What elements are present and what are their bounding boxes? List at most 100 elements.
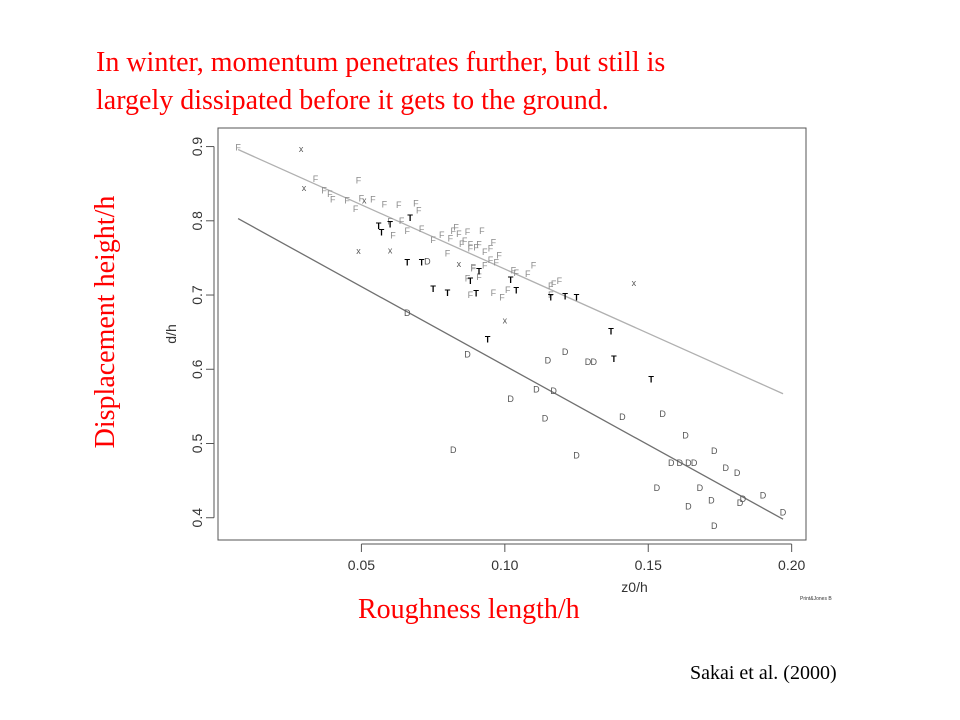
data-point-d: D <box>734 468 741 478</box>
data-point-d: D <box>507 394 514 404</box>
data-point-t: T <box>419 257 425 267</box>
y-tick-label: 0.7 <box>189 285 205 305</box>
data-point-d: D <box>760 490 767 500</box>
data-point-f: F <box>511 266 517 276</box>
data-point-f: F <box>531 260 537 270</box>
data-point-f: F <box>387 217 393 227</box>
fit-lines <box>237 148 784 520</box>
data-point-t: T <box>548 292 554 302</box>
data-point-f: F <box>430 235 436 245</box>
data-point-d: D <box>697 483 704 493</box>
data-point-f: F <box>488 243 494 253</box>
data-point-f: F <box>235 142 241 152</box>
data-point-f: F <box>416 205 422 215</box>
data-point-t: T <box>574 292 580 302</box>
axes: 0.05 0.10 0.15 0.20 0.4 0.5 0.6 0.7 0.8 0.9 z0/h d/… <box>163 137 805 595</box>
data-point-f: F <box>557 276 563 286</box>
y-tick-label: 0.9 <box>189 137 205 157</box>
headline-line-2: largely dissipated before it gets to the… <box>96 85 609 116</box>
data-point-t: T <box>473 289 479 299</box>
data-point-t: T <box>476 266 482 276</box>
data-point-d: D <box>542 413 549 423</box>
data-point-x: x <box>299 144 304 154</box>
data-point-f: F <box>405 226 411 236</box>
y-tick-label: 0.4 <box>189 508 205 528</box>
data-point-d: D <box>677 458 684 468</box>
data-point-f: F <box>468 243 474 253</box>
data-point-f: F <box>448 234 454 244</box>
data-point-f: F <box>445 248 451 258</box>
data-point-f: F <box>456 229 462 239</box>
data-point-f: F <box>473 243 479 253</box>
data-point-t: T <box>514 286 520 296</box>
data-point-f: F <box>465 227 471 237</box>
data-point-d: D <box>737 498 744 508</box>
slide-headline: In winter, momentum penetrates further, … <box>96 44 856 120</box>
data-point-f: F <box>548 281 554 291</box>
data-point-f: F <box>462 236 468 246</box>
data-point-f: F <box>396 200 402 210</box>
data-point-d: D <box>685 502 692 512</box>
figure-watermark: Print&Jones B <box>800 596 832 602</box>
data-point-d: D <box>685 458 692 468</box>
data-point-f: F <box>321 185 327 195</box>
data-point-d: D <box>404 308 411 318</box>
x-tick-label: 0.10 <box>491 557 518 573</box>
data-point-t: T <box>430 284 436 294</box>
data-point-d: D <box>682 430 689 440</box>
x-axis-title: z0/h <box>621 579 647 595</box>
data-point-f: F <box>479 226 485 236</box>
data-point-f: F <box>471 263 477 273</box>
data-point-t: T <box>387 220 393 230</box>
data-point-f: F <box>493 257 499 267</box>
data-point-x: x <box>362 196 367 206</box>
data-point-f: F <box>482 247 488 257</box>
data-point-f: F <box>505 285 511 295</box>
data-point-f: F <box>453 222 459 232</box>
data-point-d: D <box>780 508 787 518</box>
data-point-f: F <box>399 216 405 226</box>
data-point-x: x <box>503 315 508 325</box>
data-point-d: D <box>533 384 540 394</box>
data-point-f: F <box>413 199 419 209</box>
x-tick-label: 0.15 <box>635 557 662 573</box>
data-point-f: F <box>439 230 445 240</box>
data-point-f: F <box>359 194 365 204</box>
data-point-f: F <box>525 269 531 279</box>
data-point-x: x <box>457 259 462 269</box>
data-point-f: F <box>471 263 477 273</box>
data-point-t: T <box>648 375 654 385</box>
data-point-f: F <box>468 290 474 300</box>
data-point-d: D <box>691 458 698 468</box>
data-point-d: D <box>654 483 661 493</box>
data-point-f: F <box>327 189 333 199</box>
headline-line-1: In winter, momentum penetrates further, … <box>96 47 666 78</box>
data-point-x: x <box>302 183 307 193</box>
x-tick-label: 0.20 <box>778 557 805 573</box>
data-point-d: D <box>424 257 431 267</box>
data-point-f: F <box>419 224 425 234</box>
data-point-f: F <box>313 174 319 184</box>
data-point-t: T <box>608 326 614 336</box>
data-point-d: D <box>711 446 718 456</box>
data-point-d: D <box>562 347 569 357</box>
data-point-d: D <box>722 463 729 473</box>
data-point-d: D <box>668 458 675 468</box>
data-point-d: D <box>590 357 597 367</box>
y-axis-title: d/h <box>163 324 179 343</box>
data-point-f: F <box>459 239 465 249</box>
data-point-d: D <box>585 357 592 367</box>
y-tick-label: 0.6 <box>189 359 205 379</box>
plot-frame <box>217 127 807 541</box>
data-point-t: T <box>407 213 413 223</box>
data-point-d: D <box>708 496 715 506</box>
data-point-f: F <box>548 290 554 300</box>
slide-x-axis-label: Roughness length/h <box>358 594 580 625</box>
data-point-f: F <box>488 255 494 265</box>
data-point-d: D <box>450 445 457 455</box>
data-point-t: T <box>405 257 411 267</box>
data-point-f: F <box>330 194 336 204</box>
data-point-t: T <box>376 221 382 231</box>
